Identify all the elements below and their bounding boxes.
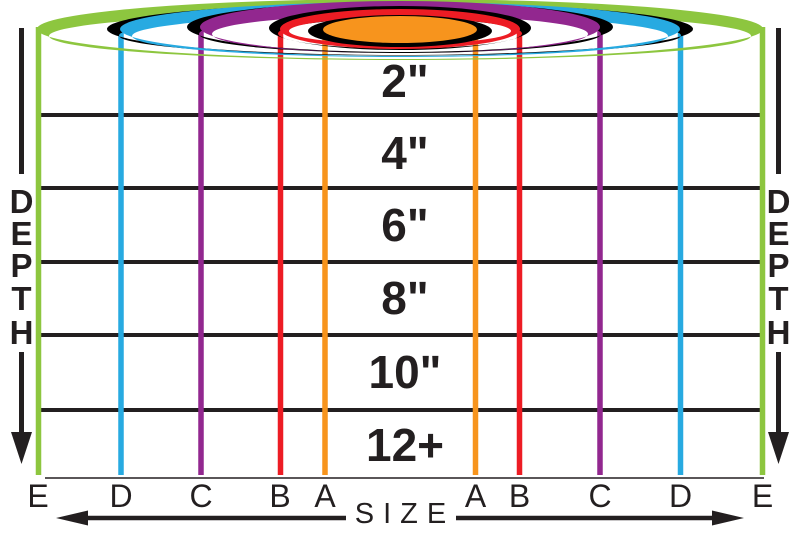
size-letter-left-d: D — [109, 478, 132, 514]
size-axis-label: SIZE — [355, 498, 455, 530]
depth-arrowhead-left — [11, 432, 32, 464]
depth-letter-left-e: E — [10, 215, 32, 252]
ring-a-orange — [323, 16, 477, 43]
depth-label-2in: 2" — [381, 55, 428, 107]
size-letter-left-e: E — [27, 478, 48, 514]
size-letter-right-e: E — [752, 478, 773, 514]
size-letter-right-b: B — [509, 478, 530, 514]
depth-letter-left-p: P — [10, 247, 32, 284]
depth-letter-right-h: H — [767, 314, 791, 351]
rim-rings — [37, 0, 763, 60]
depth-axis-left: D E P T H — [10, 28, 34, 464]
size-letter-left-a: A — [314, 478, 336, 514]
size-arrowhead-right — [712, 510, 744, 526]
depth-label-8in: 8" — [381, 272, 428, 324]
size-axis: SIZE — [56, 498, 744, 530]
depth-letter-left-h: H — [10, 314, 34, 351]
depth-arrowhead-right — [768, 432, 789, 464]
depth-letter-right-e: E — [767, 215, 789, 252]
depth-letter-right-t: T — [768, 280, 788, 317]
size-letters: E D C B A A B C D E — [27, 478, 773, 514]
depth-letter-left-t: T — [11, 280, 31, 317]
depth-label-4in: 4" — [381, 127, 428, 179]
size-letter-right-a: A — [465, 478, 487, 514]
size-letter-left-c: C — [189, 478, 212, 514]
depth-axis-right: D E P T H — [767, 28, 791, 464]
size-letter-left-b: B — [269, 478, 290, 514]
depth-label-6in: 6" — [381, 199, 428, 251]
depth-letter-left-d: D — [10, 183, 34, 220]
size-letter-right-d: D — [669, 478, 692, 514]
depth-letter-right-p: P — [767, 247, 789, 284]
size-drop-lines — [35, 27, 766, 475]
size-arrowhead-left — [56, 510, 88, 526]
depth-tick-labels: 2" 4" 6" 8" 10" 12+ — [366, 55, 444, 471]
depth-grid — [37, 113, 763, 412]
depth-letter-right-d: D — [767, 183, 791, 220]
depth-label-12plus: 12+ — [366, 419, 444, 471]
size-letter-right-c: C — [588, 478, 611, 514]
depth-label-10in: 10" — [369, 346, 442, 398]
